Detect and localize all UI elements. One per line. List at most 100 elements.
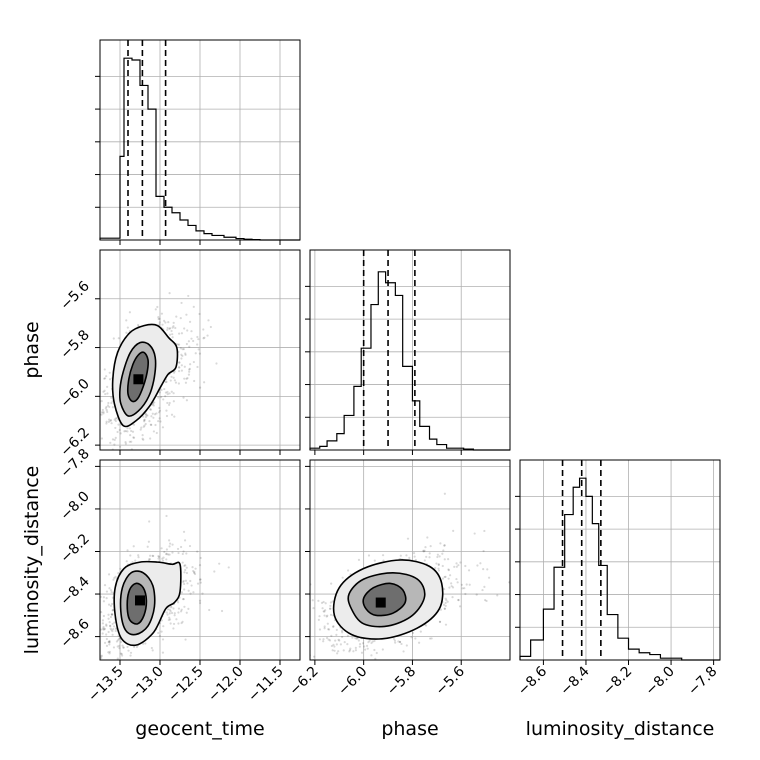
- sample-point: [184, 381, 188, 384]
- sample-point: [177, 343, 181, 346]
- panel-phase-luminosity_distance: −6.2 −6.0 −5.8 −5.6: [282, 459, 511, 699]
- panel-geocent_time-hist: [95, 39, 301, 245]
- sample-point: [176, 343, 179, 346]
- sample-point: [167, 553, 170, 556]
- sample-point: [329, 607, 332, 610]
- panel-phase-hist: [305, 249, 511, 455]
- sample-point: [381, 648, 384, 651]
- sample-point: [117, 423, 120, 426]
- sample-point: [447, 569, 450, 572]
- sample-point: [428, 552, 431, 555]
- sample-point: [464, 592, 467, 596]
- sample-point: [329, 607, 332, 610]
- sample-point: [218, 562, 221, 565]
- sample-point: [95, 624, 97, 626]
- sample-point: [180, 621, 183, 625]
- sample-point: [349, 647, 352, 650]
- sample-point: [160, 396, 163, 399]
- sample-point: [439, 542, 442, 545]
- sample-point: [116, 645, 119, 648]
- sample-point: [97, 629, 99, 631]
- sample-point: [144, 413, 147, 416]
- sample-point: [443, 544, 446, 547]
- sample-point: [160, 619, 163, 622]
- sample-point: [105, 644, 109, 647]
- sample-point: [174, 326, 177, 330]
- sample-point: [168, 333, 172, 336]
- sample-point: [304, 633, 306, 635]
- sample-point: [441, 577, 445, 580]
- sample-point: [426, 536, 429, 539]
- sample-point: [108, 371, 111, 374]
- sample-point: [459, 561, 462, 564]
- sample-point: [150, 415, 153, 418]
- sample-point: [151, 403, 155, 406]
- sample-point: [178, 370, 181, 373]
- sample-point: [174, 381, 178, 384]
- sample-point: [158, 634, 161, 638]
- sample-point: [317, 618, 320, 621]
- sample-point: [114, 419, 117, 423]
- sample-point: [209, 325, 212, 329]
- sample-point: [147, 540, 150, 543]
- sample-point: [108, 587, 111, 590]
- sample-point: [105, 420, 108, 423]
- x-tick-label: −6.0: [335, 664, 370, 699]
- sample-point: [172, 325, 175, 328]
- sample-point: [446, 600, 449, 603]
- sample-point: [325, 615, 328, 618]
- sample-point: [124, 429, 127, 433]
- sample-point: [125, 487, 127, 489]
- sample-point: [424, 546, 427, 549]
- sample-point: [143, 418, 146, 421]
- sample-point: [442, 549, 445, 552]
- sample-point: [157, 557, 160, 560]
- sample-point: [282, 633, 284, 635]
- sample-point: [111, 622, 114, 626]
- sample-point: [439, 608, 443, 611]
- sample-point: [358, 643, 362, 646]
- sample-point: [166, 608, 170, 611]
- sample-point: [332, 643, 335, 646]
- sample-point: [198, 578, 202, 581]
- sample-point: [168, 545, 171, 548]
- sample-point: [150, 646, 153, 650]
- y-tick-label: −5.6: [57, 278, 92, 313]
- contour-line: [118, 341, 157, 417]
- sample-point: [168, 292, 171, 295]
- sample-point: [101, 622, 105, 625]
- sample-point: [184, 353, 187, 356]
- sample-point: [348, 650, 351, 653]
- sample-point: [146, 414, 149, 417]
- sample-point: [339, 665, 341, 667]
- sample-point: [114, 426, 117, 430]
- sample-point: [183, 377, 186, 380]
- x-tick-label: −7.8: [685, 664, 720, 699]
- sample-point: [318, 628, 322, 631]
- sample-point: [475, 593, 478, 596]
- sample-point: [332, 625, 335, 628]
- sample-point: [132, 436, 136, 439]
- sample-point: [332, 625, 335, 628]
- sample-point: [366, 647, 369, 650]
- sample-point: [193, 379, 196, 383]
- sample-point: [185, 377, 188, 380]
- sample-point: [181, 552, 184, 556]
- sample-point: [183, 327, 186, 330]
- sample-point: [146, 545, 149, 548]
- sample-point: [175, 315, 178, 318]
- sample-point: [105, 422, 108, 425]
- sample-point: [435, 562, 438, 565]
- sample-point: [176, 547, 180, 551]
- sample-point: [177, 551, 180, 555]
- sample-point: [203, 336, 206, 339]
- x-tick-label: −5.8: [384, 664, 419, 699]
- sample-point: [487, 576, 491, 579]
- sample-point: [329, 613, 333, 616]
- sample-point: [86, 600, 88, 602]
- panel-geocent_time-luminosity_distance: −13.5−13.0−12.5−12.0−11.5 −8.6 −8.4 −8.2 −8.…: [57, 446, 301, 705]
- y-axis-label-luminosity_distance: luminosity_distance: [21, 466, 43, 655]
- sample-point: [323, 610, 326, 613]
- sample-point: [144, 415, 147, 419]
- sample-point: [102, 410, 105, 414]
